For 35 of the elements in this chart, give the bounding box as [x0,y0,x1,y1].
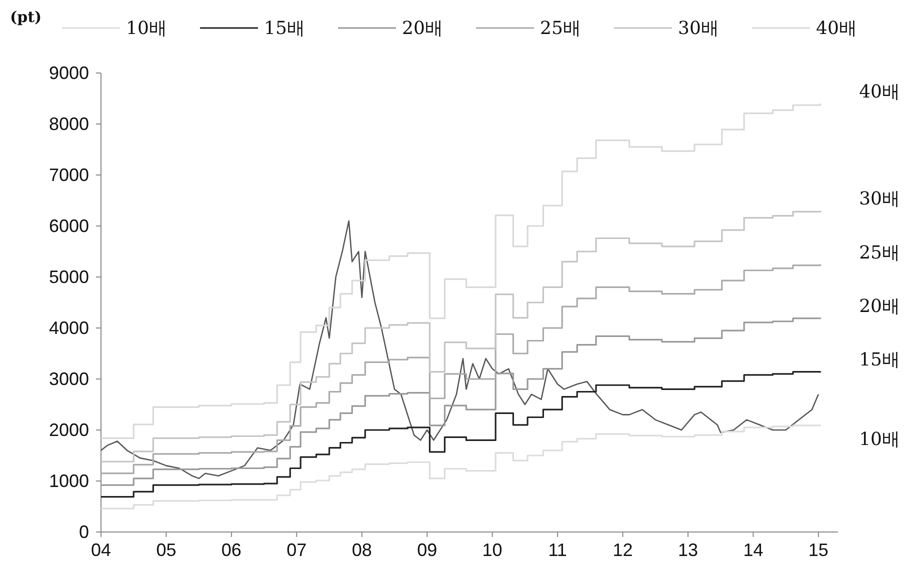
text: 40배 [859,82,900,103]
legend-label: 10배 [126,18,167,39]
text: 10배 [859,428,900,450]
legend-label: 40배 [816,18,857,39]
y-tick-label: 3000 [48,369,89,389]
x-tick-label: 04 [90,540,112,560]
text: 20배 [859,296,900,317]
x-tick-label: 14 [743,540,764,560]
legend-label: 15배 [264,18,305,39]
y-tick-label: 1000 [48,471,89,491]
y-tick-label: 4000 [48,318,89,338]
x-tick-label: 12 [612,540,633,560]
x-tick-label: 07 [286,540,307,560]
legend-label: 20배 [402,18,443,39]
x-tick-label: 05 [156,540,176,560]
text: 25배 [859,242,900,264]
x-tick-label: 09 [417,540,438,560]
y-tick-label: 8000 [48,114,89,134]
x-tick-label: 06 [221,540,242,560]
legend-label: 25배 [540,18,581,39]
x-tick-label: 08 [352,540,372,560]
x-tick-label: 10 [482,540,502,560]
y-tick-label: 9000 [48,63,89,83]
x-tick-label: 11 [548,540,567,560]
y-tick-label: 0 [78,522,89,542]
legend-label: 30배 [678,18,719,39]
y-tick-label: 5000 [48,267,89,287]
text: 15배 [859,349,900,370]
y-axis-title: (pt) [10,8,42,26]
text: 30배 [859,188,900,210]
y-tick-label: 7000 [48,165,89,185]
x-tick-label: 13 [678,540,698,560]
y-tick-label: 6000 [48,216,89,236]
x-tick-label: 15 [808,540,828,560]
y-tick-label: 2000 [48,420,89,440]
